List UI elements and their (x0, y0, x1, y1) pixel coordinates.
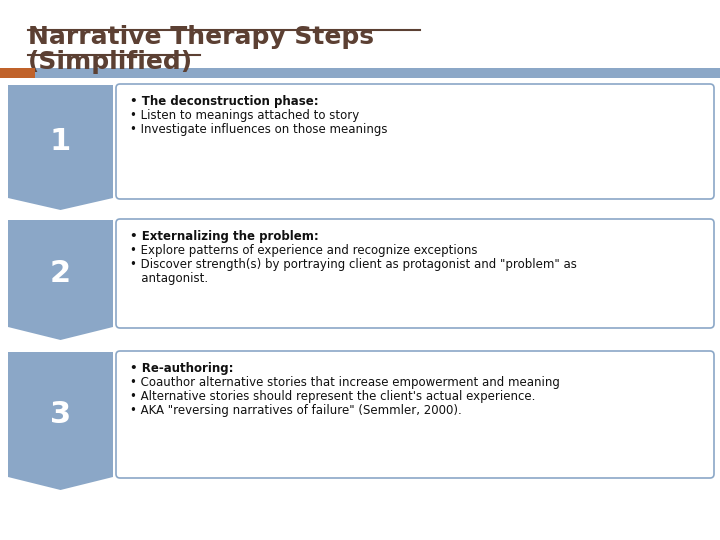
FancyBboxPatch shape (116, 84, 714, 199)
Text: • AKA "reversing narratives of failure" (Semmler, 2000).: • AKA "reversing narratives of failure" … (130, 404, 462, 417)
Bar (0, 68, 35, 78)
Text: Narrative Therapy Steps: Narrative Therapy Steps (28, 25, 374, 49)
Text: 1: 1 (50, 127, 71, 156)
Text: • The deconstruction phase:: • The deconstruction phase: (130, 95, 319, 108)
Text: • Alternative stories should represent the client's actual experience.: • Alternative stories should represent t… (130, 390, 536, 403)
FancyBboxPatch shape (116, 351, 714, 478)
Text: • Investigate influences on those meanings: • Investigate influences on those meanin… (130, 123, 387, 136)
Text: • Discover strength(s) by portraying client as protagonist and "problem" as: • Discover strength(s) by portraying cli… (130, 258, 577, 271)
FancyBboxPatch shape (116, 219, 714, 328)
Polygon shape (8, 352, 113, 490)
Text: • Listen to meanings attached to story: • Listen to meanings attached to story (130, 109, 359, 122)
Text: • Externalizing the problem:: • Externalizing the problem: (130, 230, 319, 243)
Text: • Coauthor alternative stories that increase empowerment and meaning: • Coauthor alternative stories that incr… (130, 376, 560, 389)
Text: • Explore patterns of experience and recognize exceptions: • Explore patterns of experience and rec… (130, 244, 477, 257)
Bar (0, 68, 720, 78)
Text: 2: 2 (50, 259, 71, 288)
Text: 3: 3 (50, 400, 71, 429)
Text: • Re-authoring:: • Re-authoring: (130, 362, 233, 375)
Text: (Simplified): (Simplified) (28, 50, 193, 74)
Text: antagonist.: antagonist. (130, 272, 208, 285)
Polygon shape (8, 85, 113, 210)
Polygon shape (8, 220, 113, 340)
